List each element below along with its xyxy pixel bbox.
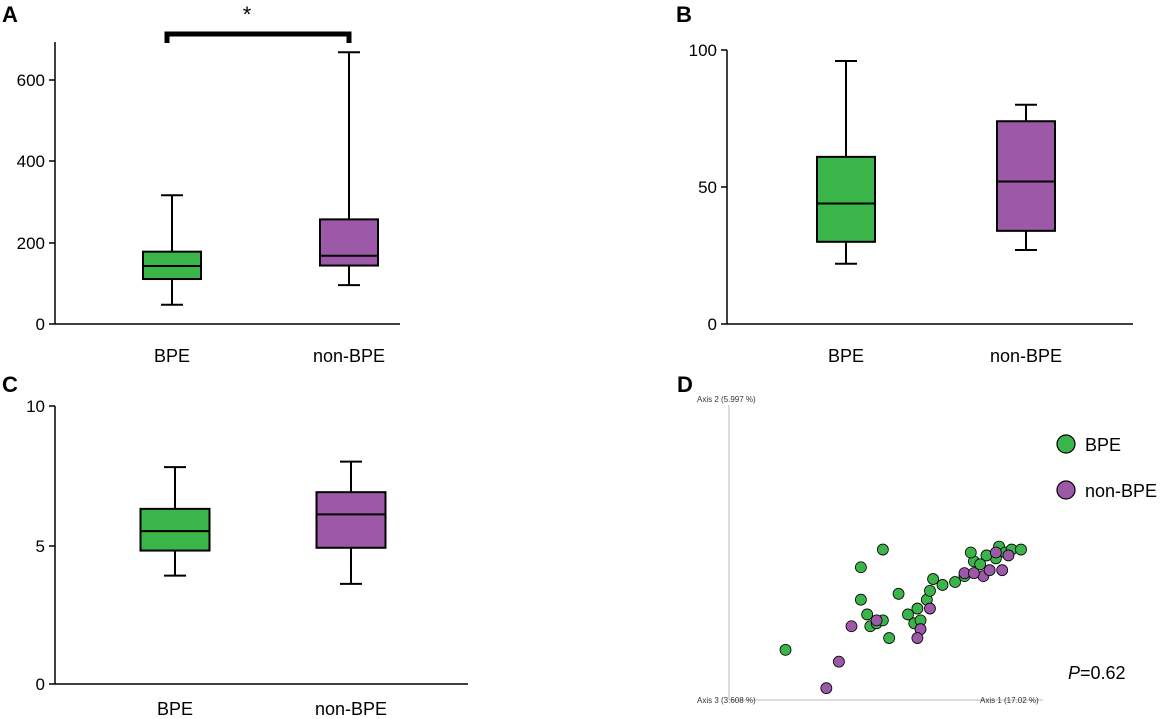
scatter-point-nonbpe: [870, 614, 883, 627]
axis-2-label: Axis 2 (5.997 %): [697, 395, 756, 404]
scatter-point-nonbpe: [1002, 549, 1015, 562]
scatter-point-bpe: [924, 584, 936, 597]
scatter-point-bpe: [883, 632, 896, 644]
scatter-point-nonbpe: [996, 564, 1009, 577]
y-tick-label: 50: [698, 178, 717, 197]
scatter-point-bpe: [876, 543, 889, 556]
significance-bracket: *: [164, 2, 352, 43]
scatter-point-nonbpe: [990, 546, 1002, 559]
y-tick-label: 600: [17, 71, 45, 90]
legend-label-bpe: BPE: [1085, 435, 1121, 455]
panel-label-c: C: [2, 372, 18, 397]
category-label: non-BPE: [315, 699, 387, 719]
scatter-point-bpe: [927, 573, 939, 585]
axis-3-label: Axis 3 (3.608 %): [697, 696, 756, 705]
y-tick-label: 400: [17, 152, 45, 171]
category-label: BPE: [154, 346, 190, 366]
box-bpe: [139, 507, 211, 552]
scatter-point-bpe: [854, 561, 867, 574]
legend-marker-nonbpe: [1056, 480, 1076, 500]
legend-marker-bpe: [1056, 434, 1076, 454]
panel-b-chart: 0 50 100 BPE non-BPE: [689, 41, 1133, 366]
panel-c-chart: 0 5 10 BPE non-BPE: [26, 397, 468, 719]
y-tick-label: 0: [36, 315, 45, 334]
scatter-point-bpe: [902, 608, 914, 621]
scatter-point-bpe: [854, 593, 867, 606]
scatter-point-bpe: [949, 576, 961, 588]
category-label: BPE: [157, 699, 193, 719]
p-value: P=0.62: [1068, 663, 1126, 683]
panel-a-chart: 0 200 400 600 BPE non-BPE: [17, 42, 400, 366]
panel-label-d: D: [677, 372, 693, 397]
scatter-point-nonbpe: [983, 564, 996, 577]
category-label: BPE: [828, 346, 864, 366]
panel-label-b: B: [676, 2, 692, 27]
y-tick-label: 200: [17, 234, 45, 253]
y-tick-label: 100: [689, 41, 717, 60]
scatter-point-bpe: [974, 558, 987, 571]
scatter-point-nonbpe: [845, 620, 858, 633]
category-label: non-BPE: [313, 346, 385, 366]
panel-d-chart: Axis 2 (5.997 %) Axis 3 (3.608 %) Axis 1…: [697, 395, 1157, 705]
scatter-point-bpe: [779, 643, 792, 656]
scatter-point-nonbpe: [833, 655, 845, 668]
p-value-prefix: P: [1068, 663, 1080, 683]
scatter-point-bpe: [964, 546, 977, 559]
scatter-point-nonbpe: [924, 602, 936, 615]
scatter-point-bpe: [936, 579, 949, 591]
box-non-bpe: [996, 120, 1056, 232]
scatter-points: [779, 540, 1027, 695]
significance-bracket-line: [164, 31, 352, 43]
box-non-bpe: [319, 218, 379, 267]
scatter-point-bpe: [892, 587, 905, 600]
box-non-bpe: [315, 491, 387, 549]
panel-label-a: A: [2, 2, 18, 27]
y-tick-label: 0: [708, 315, 717, 334]
legend-label-nonbpe: non-BPE: [1085, 481, 1157, 501]
axis-1-label: Axis 1 (17.02 %): [980, 696, 1039, 705]
scatter-point-nonbpe: [968, 567, 980, 580]
box-bpe: [816, 155, 876, 243]
p-value-number: =0.62: [1080, 663, 1126, 683]
scatter-point-nonbpe: [820, 682, 833, 695]
scatter-point-bpe: [861, 608, 874, 621]
y-tick-label: 0: [36, 675, 45, 694]
scatter-point-bpe: [1015, 543, 1027, 556]
category-label: non-BPE: [990, 346, 1062, 366]
scatter-point-bpe: [911, 602, 924, 615]
y-tick-label: 5: [36, 537, 45, 556]
significance-star: *: [243, 2, 252, 27]
scatter-point-nonbpe: [911, 632, 924, 644]
legend: BPE non-BPE: [1056, 434, 1157, 501]
y-tick-label: 10: [26, 397, 45, 416]
